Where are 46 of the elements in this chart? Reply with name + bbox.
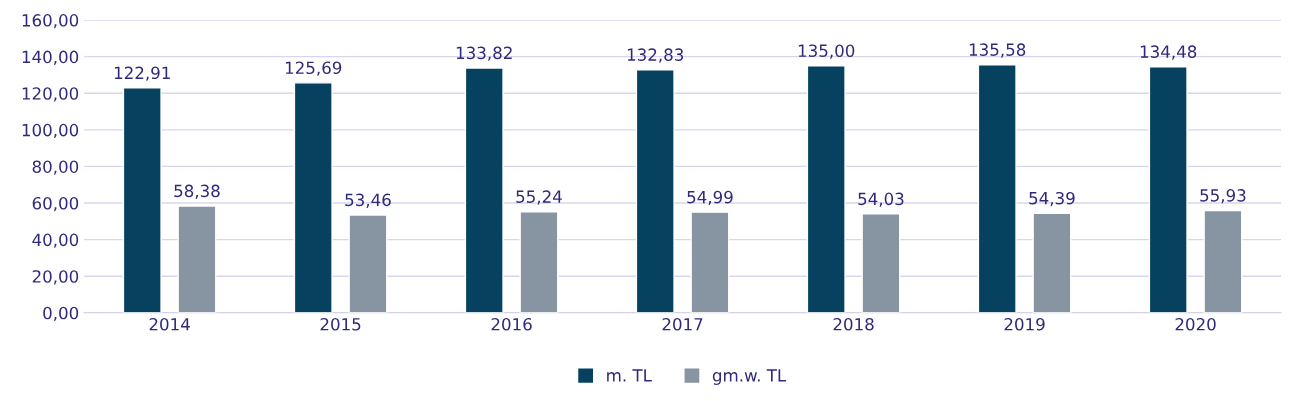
data-label: 55,93 — [1200, 189, 1246, 204]
bar — [977, 64, 1017, 313]
bar — [635, 69, 675, 313]
data-label: 54,39 — [1029, 191, 1075, 207]
data-label: 58,38 — [174, 184, 220, 199]
data-label: 53,46 — [345, 193, 391, 208]
y-tick-label: 80,00 — [32, 160, 79, 175]
data-label: 55,24 — [516, 190, 562, 205]
bar — [177, 205, 217, 313]
x-tick-label: 2020 — [1175, 317, 1216, 331]
legend-label: gm.w. TL — [712, 369, 787, 385]
data-label: 135,00 — [798, 44, 855, 59]
bar — [1203, 209, 1243, 313]
data-label: 54,03 — [858, 192, 904, 207]
y-tick-label: 40,00 — [32, 233, 79, 248]
data-label: 133,82 — [456, 46, 512, 61]
y-tick-label: 0,00 — [43, 306, 79, 322]
x-tick-label: 2019 — [1004, 317, 1045, 331]
legend-label: m. TL — [607, 369, 652, 382]
data-label: 135,58 — [969, 43, 1026, 58]
y-tick-label: 60,00 — [32, 196, 79, 212]
bar — [519, 211, 559, 313]
bar — [293, 82, 333, 313]
y-tick-label: 100,00 — [22, 123, 79, 139]
y-tick-label: 120,00 — [22, 87, 79, 102]
x-tick-label: 2018 — [833, 317, 874, 331]
bar — [1032, 212, 1072, 313]
x-tick-label: 2016 — [491, 317, 532, 331]
data-label: 54,99 — [687, 190, 733, 206]
bar — [464, 67, 504, 313]
y-tick-label: 140,00 — [22, 50, 79, 65]
data-label: 134,48 — [1140, 45, 1197, 60]
bar — [806, 65, 846, 313]
y-tick-label: 20,00 — [32, 270, 79, 285]
x-tick-label: 2015 — [320, 317, 361, 331]
data-label: 132,83 — [627, 48, 684, 63]
y-tick-label: 160,00 — [22, 14, 79, 29]
data-label: 122,91 — [114, 66, 170, 81]
x-tick-label: 2017 — [662, 317, 703, 331]
bar — [861, 213, 901, 313]
bar — [122, 87, 162, 313]
bar — [348, 214, 388, 313]
x-tick-label: 2014 — [149, 317, 190, 331]
bar — [690, 211, 730, 313]
data-label: 125,69 — [285, 61, 342, 76]
bar — [1148, 66, 1188, 313]
